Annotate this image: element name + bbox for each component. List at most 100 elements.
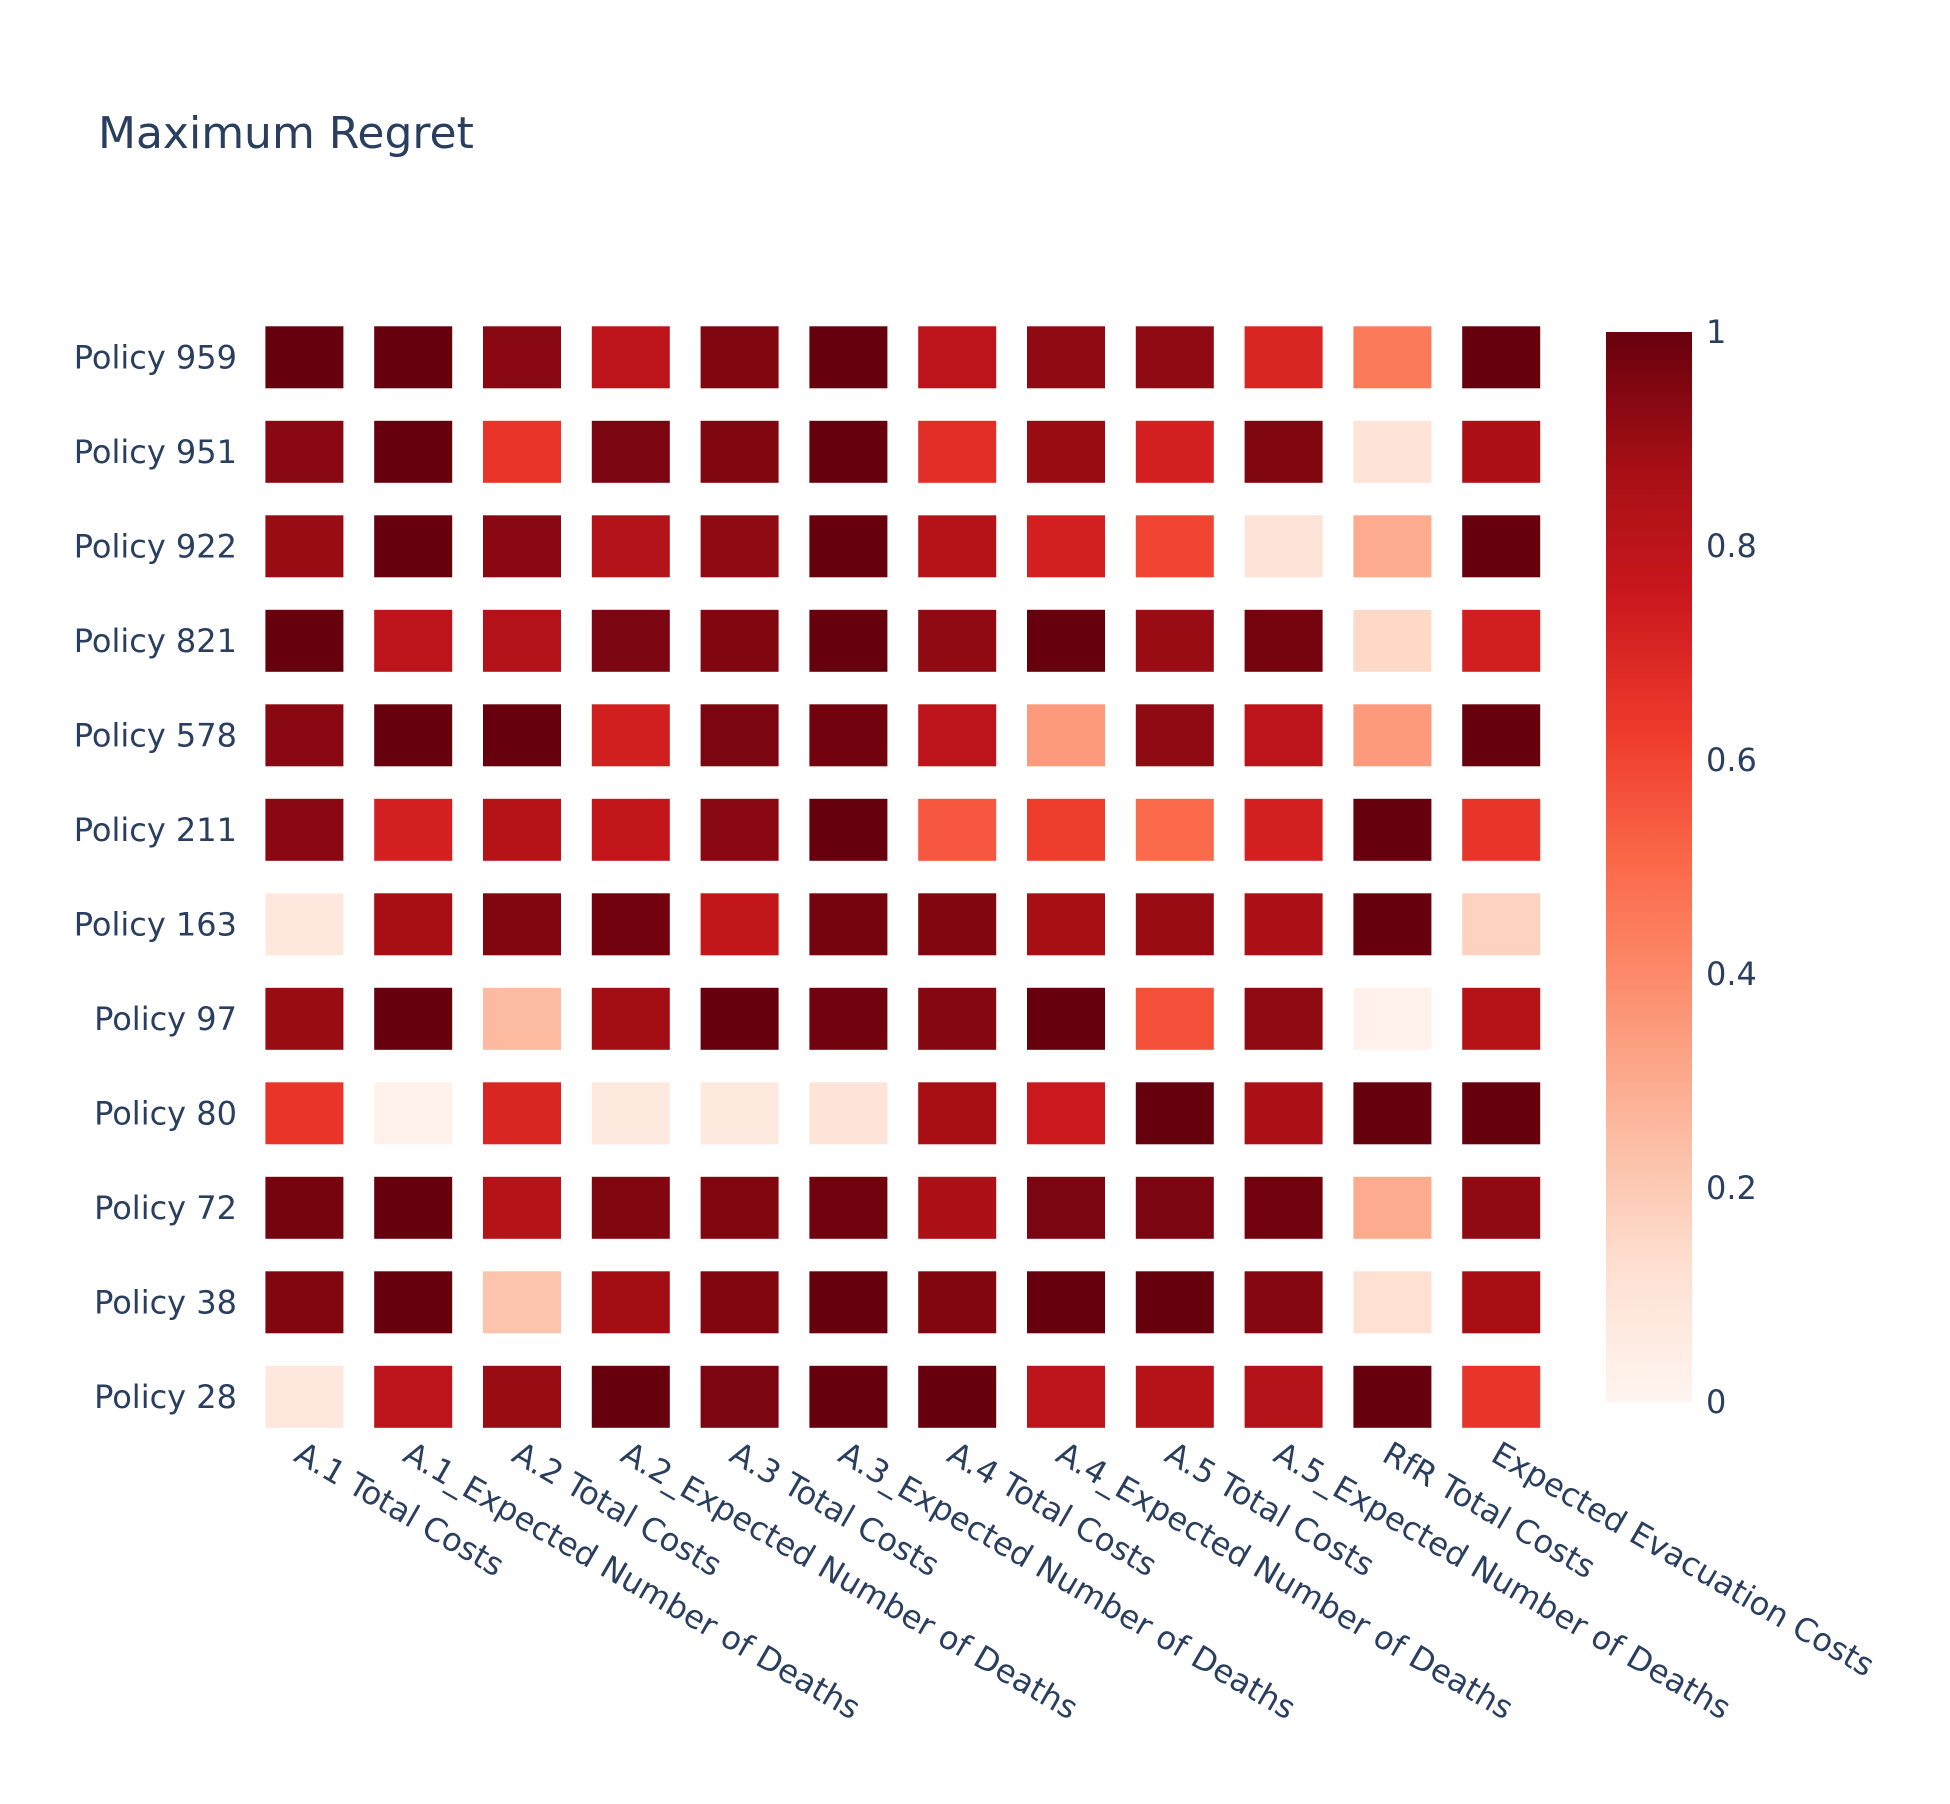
- heatmap-cell[interactable]: [374, 1271, 453, 1334]
- heatmap-cell[interactable]: [1135, 798, 1214, 861]
- heatmap-cell[interactable]: [591, 609, 670, 672]
- heatmap-cell[interactable]: [1135, 515, 1214, 578]
- heatmap-cell[interactable]: [1027, 420, 1105, 483]
- heatmap-cell[interactable]: [1353, 1082, 1432, 1145]
- heatmap-cell[interactable]: [918, 1176, 997, 1239]
- heatmap-cell[interactable]: [809, 1082, 888, 1145]
- heatmap-cell[interactable]: [483, 987, 561, 1050]
- heatmap-cell[interactable]: [1244, 1271, 1323, 1334]
- heatmap-cell[interactable]: [265, 893, 344, 956]
- heatmap-cell[interactable]: [374, 1176, 453, 1239]
- heatmap-cell[interactable]: [265, 609, 344, 672]
- heatmap-cell[interactable]: [1353, 704, 1432, 767]
- heatmap-cell[interactable]: [1353, 798, 1432, 861]
- heatmap-cell[interactable]: [809, 1176, 888, 1239]
- heatmap-cell[interactable]: [1027, 893, 1105, 956]
- heatmap-cell[interactable]: [700, 893, 779, 956]
- heatmap-cell[interactable]: [1135, 1271, 1214, 1334]
- heatmap-cell[interactable]: [483, 1176, 561, 1239]
- heatmap-cell[interactable]: [1462, 420, 1541, 483]
- heatmap-cell[interactable]: [1027, 704, 1105, 767]
- heatmap-cell[interactable]: [1244, 798, 1323, 861]
- heatmap-cell[interactable]: [700, 987, 779, 1050]
- heatmap-cell[interactable]: [809, 609, 888, 672]
- heatmap-cell[interactable]: [918, 987, 997, 1050]
- heatmap-cell[interactable]: [374, 1082, 453, 1145]
- heatmap-cell[interactable]: [374, 609, 453, 672]
- heatmap-cell[interactable]: [1244, 515, 1323, 578]
- heatmap-cell[interactable]: [1135, 1082, 1214, 1145]
- heatmap-cell[interactable]: [483, 326, 561, 389]
- heatmap-cell[interactable]: [1353, 326, 1432, 389]
- heatmap-cell[interactable]: [809, 1365, 888, 1428]
- heatmap-cell[interactable]: [591, 515, 670, 578]
- heatmap-cell[interactable]: [374, 326, 453, 389]
- heatmap-cell[interactable]: [1135, 326, 1214, 389]
- heatmap-cell[interactable]: [591, 1365, 670, 1428]
- heatmap-cell[interactable]: [809, 893, 888, 956]
- heatmap-cell[interactable]: [1244, 1082, 1323, 1145]
- heatmap-cell[interactable]: [918, 420, 997, 483]
- heatmap-cell[interactable]: [591, 420, 670, 483]
- heatmap-cell[interactable]: [1244, 1176, 1323, 1239]
- heatmap-cell[interactable]: [809, 1271, 888, 1334]
- heatmap-cell[interactable]: [1353, 1176, 1432, 1239]
- heatmap-cell[interactable]: [1244, 893, 1323, 956]
- heatmap-cell[interactable]: [374, 893, 453, 956]
- heatmap-cell[interactable]: [1027, 987, 1105, 1050]
- heatmap-cell[interactable]: [1462, 987, 1541, 1050]
- heatmap-cell[interactable]: [700, 1176, 779, 1239]
- heatmap-cell[interactable]: [483, 609, 561, 672]
- heatmap-cell[interactable]: [591, 893, 670, 956]
- heatmap-cell[interactable]: [1353, 1271, 1432, 1334]
- heatmap-cell[interactable]: [1462, 893, 1541, 956]
- heatmap-cell[interactable]: [265, 326, 344, 389]
- heatmap-cell[interactable]: [1027, 1365, 1105, 1428]
- heatmap-cell[interactable]: [1135, 609, 1214, 672]
- heatmap-cell[interactable]: [483, 1365, 561, 1428]
- heatmap-cell[interactable]: [1462, 1365, 1541, 1428]
- heatmap-cell[interactable]: [1027, 515, 1105, 578]
- heatmap-cell[interactable]: [700, 798, 779, 861]
- heatmap-cell[interactable]: [483, 704, 561, 767]
- heatmap-cell[interactable]: [700, 704, 779, 767]
- heatmap-cell[interactable]: [918, 704, 997, 767]
- heatmap-cell[interactable]: [1353, 515, 1432, 578]
- heatmap-cell[interactable]: [1462, 609, 1541, 672]
- heatmap-cell[interactable]: [1462, 704, 1541, 767]
- heatmap-cell[interactable]: [1353, 987, 1432, 1050]
- heatmap-cell[interactable]: [809, 420, 888, 483]
- heatmap-cell[interactable]: [591, 798, 670, 861]
- heatmap-cell[interactable]: [265, 798, 344, 861]
- heatmap-cell[interactable]: [918, 609, 997, 672]
- heatmap-cell[interactable]: [1135, 420, 1214, 483]
- heatmap-cell[interactable]: [809, 798, 888, 861]
- heatmap-cell[interactable]: [1135, 987, 1214, 1050]
- heatmap-cell[interactable]: [1027, 798, 1105, 861]
- heatmap-cell[interactable]: [265, 704, 344, 767]
- heatmap-cell[interactable]: [265, 987, 344, 1050]
- heatmap-cell[interactable]: [700, 609, 779, 672]
- heatmap-cell[interactable]: [1027, 1082, 1105, 1145]
- heatmap-cell[interactable]: [374, 1365, 453, 1428]
- heatmap-cell[interactable]: [591, 1082, 670, 1145]
- heatmap-cell[interactable]: [809, 515, 888, 578]
- heatmap-cell[interactable]: [1244, 420, 1323, 483]
- heatmap-cell[interactable]: [374, 987, 453, 1050]
- heatmap-cell[interactable]: [374, 420, 453, 483]
- heatmap-cell[interactable]: [918, 798, 997, 861]
- heatmap-cell[interactable]: [1135, 704, 1214, 767]
- heatmap-cell[interactable]: [1244, 609, 1323, 672]
- heatmap-cell[interactable]: [1462, 1271, 1541, 1334]
- heatmap-cell[interactable]: [374, 798, 453, 861]
- heatmap-cell[interactable]: [483, 420, 561, 483]
- heatmap-cell[interactable]: [1027, 326, 1105, 389]
- heatmap-cell[interactable]: [1135, 1365, 1214, 1428]
- heatmap-cell[interactable]: [265, 1271, 344, 1334]
- heatmap-cell[interactable]: [1135, 1176, 1214, 1239]
- heatmap-cell[interactable]: [265, 420, 344, 483]
- heatmap-cell[interactable]: [918, 1365, 997, 1428]
- heatmap-cell[interactable]: [918, 893, 997, 956]
- heatmap-cell[interactable]: [918, 1082, 997, 1145]
- heatmap-cell[interactable]: [1462, 1082, 1541, 1145]
